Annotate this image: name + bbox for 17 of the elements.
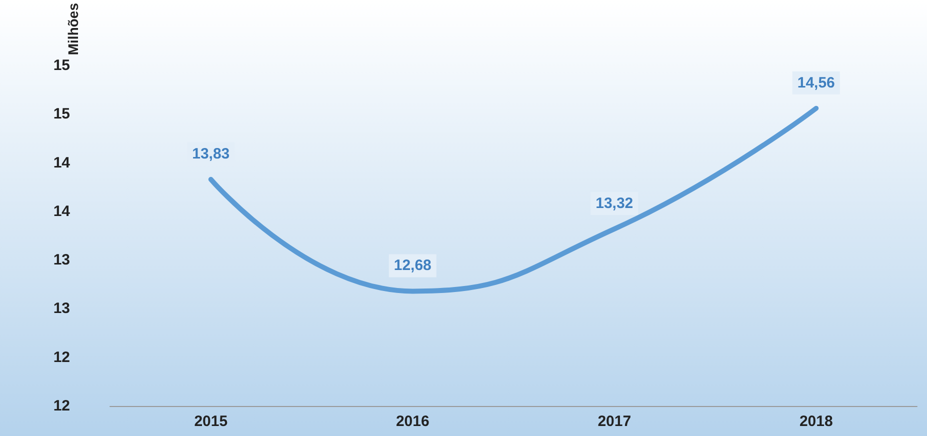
y-tick-label: 12 <box>53 348 70 366</box>
x-tick-label: 2015 <box>194 413 228 430</box>
x-tick-label: 2017 <box>598 413 632 430</box>
x-tick-label: 2018 <box>799 413 833 430</box>
data-label: 13,83 <box>192 145 230 162</box>
y-tick-label: 14 <box>53 154 71 172</box>
x-tick-label: 2016 <box>396 413 430 430</box>
y-axis-title: Milhões <box>65 2 81 56</box>
y-tick-label: 13 <box>53 252 70 269</box>
y-tick-label: 12 <box>53 398 70 414</box>
data-label: 13,32 <box>596 194 634 212</box>
y-tick-label: 13 <box>53 300 70 318</box>
data-label: 12,68 <box>394 257 432 274</box>
data-label: 14,56 <box>797 74 835 92</box>
y-tick-label: 15 <box>53 57 70 74</box>
y-tick-label: 14 <box>53 202 71 220</box>
y-tick-label: 15 <box>53 106 70 123</box>
